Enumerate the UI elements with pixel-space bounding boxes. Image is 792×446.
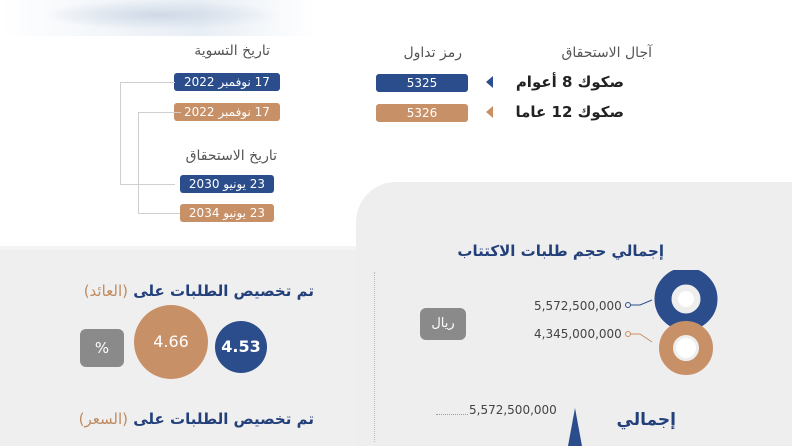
yield-12y-circle: 4.66 <box>134 305 208 379</box>
percent-badge: % <box>80 329 124 367</box>
connector-line-12y <box>138 112 181 214</box>
bullet-arrow-icon <box>486 106 493 118</box>
bottom-dotted-line <box>436 414 468 415</box>
bottom-title-fragment: إجمالي <box>616 410 676 430</box>
header-maturity-date: تاريخ الاستحقاق <box>185 148 277 164</box>
subscription-amount-2: 4,345,000,000 <box>534 327 622 341</box>
currency-badge: ريال <box>420 308 466 340</box>
bottom-bar-spike <box>568 408 582 446</box>
header-settlement-date: تاريخ التسوية <box>194 43 270 59</box>
price-allocation-title: تم تخصيص الطلبات على (السعر) <box>79 410 314 428</box>
section-divider <box>374 272 375 442</box>
subscription-title: إجمالي حجم طلبات الاكتتاب <box>457 242 664 260</box>
yield-8y-circle: 4.53 <box>215 321 267 373</box>
trading-code-8y: 5325 <box>376 74 468 92</box>
yield-allocation-title: تم تخصيص الطلبات على (العائد) <box>84 282 314 300</box>
header-trading-code: رمز تداول <box>403 45 462 61</box>
settlement-date-12y: 17 نوفمبر 2022 <box>174 103 280 121</box>
bond-label-12y: صكوك 12 عاما <box>515 103 625 121</box>
trading-code-12y: 5326 <box>376 104 468 122</box>
bond-label-8y: صكوك 8 أعوام <box>515 73 624 91</box>
bullet-arrow-icon <box>486 76 493 88</box>
header-maturity-terms: آجال الاستحقاق <box>561 45 652 61</box>
bottom-amount: 5,572,500,000 <box>469 403 557 417</box>
price-title-main: تم تخصيص الطلبات على <box>133 410 314 428</box>
subscription-rings <box>625 270 718 375</box>
maturity-date-8y: 23 يونيو 2030 <box>180 175 274 193</box>
header-decoration <box>0 0 792 36</box>
settlement-date-8y: 17 نوفمبر 2022 <box>174 73 280 91</box>
yield-title-sub: (العائد) <box>83 282 128 300</box>
yield-title-main: تم تخصيص الطلبات على <box>133 282 314 300</box>
maturity-date-12y: 23 يونيو 2034 <box>180 204 274 222</box>
connector-line-8y <box>120 82 175 185</box>
subscription-amount-1: 5,572,500,000 <box>534 299 622 313</box>
price-title-sub: (السعر) <box>78 410 128 428</box>
